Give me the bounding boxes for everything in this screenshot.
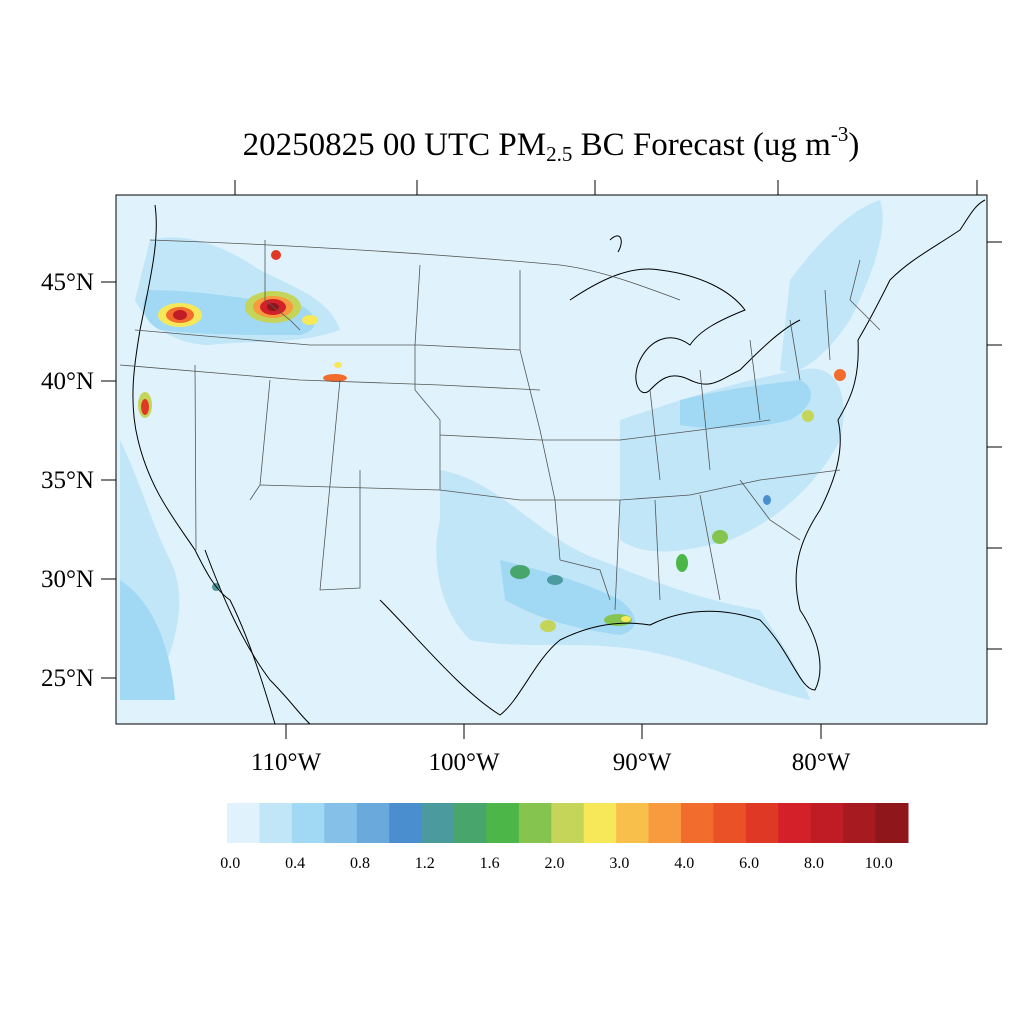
lon-label-80: 80°W (792, 749, 851, 776)
colorbar-swatch (875, 803, 909, 843)
chart-title: 20250825 00 UTC PM2.5 BC Forecast (ug m-… (242, 122, 860, 166)
lat-label-35: 35°N (41, 467, 94, 494)
colorbar-swatch (421, 803, 455, 843)
lon-label-110: 110°W (251, 749, 322, 776)
colorbar-labels: 0.0 0.4 0.8 1.2 1.6 2.0 3.0 4.0 6.0 8.0 10.0 (220, 855, 893, 872)
longitude-labels: 110°W 100°W 90°W 80°W (251, 749, 851, 776)
colorbar-swatch (745, 803, 779, 843)
colorbar-swatch (259, 803, 293, 843)
bottom-ticks (285, 724, 822, 739)
colorbar-label: 0.4 (285, 855, 305, 872)
colorbar-swatch (389, 803, 423, 843)
colorbar-swatch (778, 803, 812, 843)
colorbar-swatch (648, 803, 682, 843)
colorbar-label: 2.0 (545, 855, 565, 872)
colorbar-swatch (454, 803, 487, 843)
colorbar-swatch (713, 803, 747, 843)
colorbar-label: 1.2 (415, 855, 435, 872)
field-gulf-band (500, 560, 635, 635)
colorbar-swatch (356, 803, 390, 843)
lon-label-100: 100°W (428, 749, 499, 776)
lon-label-90: 90°W (613, 749, 672, 776)
colorbar-swatch (681, 803, 714, 843)
colorbar-label: 0.0 (220, 855, 240, 872)
colorbar-swatch (227, 803, 260, 843)
left-ticks (101, 281, 116, 679)
colorbar-label: 6.0 (739, 855, 759, 872)
field-pacific-sw (120, 580, 175, 700)
right-ticks (987, 241, 1002, 650)
colorbar-label: 0.8 (350, 855, 370, 872)
colorbar-swatch (810, 803, 844, 843)
colorbar-label: 3.0 (609, 855, 629, 872)
colorbar-label: 8.0 (804, 855, 824, 872)
colorbar-swatch (324, 803, 358, 843)
colorbar-swatch (843, 803, 877, 843)
coastline (132, 199, 986, 724)
colorbar-swatch (486, 803, 520, 843)
top-ticks (234, 180, 978, 195)
political-borders (119, 239, 881, 611)
colorbar (227, 803, 909, 843)
concentration-field (120, 200, 883, 700)
colorbar-label: 4.0 (674, 855, 694, 872)
field-northeast (780, 200, 883, 372)
lat-label-30: 30°N (41, 566, 94, 593)
map-frame (115, 194, 988, 725)
colorbar-swatch (291, 803, 325, 843)
lat-label-45: 45°N (41, 269, 94, 296)
latitude-labels: 45°N 40°N 35°N 30°N 25°N (41, 269, 94, 692)
field-mid-band (680, 380, 811, 429)
colorbar-swatch (518, 803, 552, 843)
field-gulf-coast (436, 470, 810, 700)
lat-label-25: 25°N (41, 665, 94, 692)
lat-label-40: 40°N (41, 368, 94, 395)
colorbar-label: 10.0 (865, 855, 893, 872)
colorbar-swatch (616, 803, 650, 843)
colorbar-label: 1.6 (480, 855, 500, 872)
colorbar-swatch (583, 803, 617, 843)
colorbar-swatch (551, 803, 585, 843)
